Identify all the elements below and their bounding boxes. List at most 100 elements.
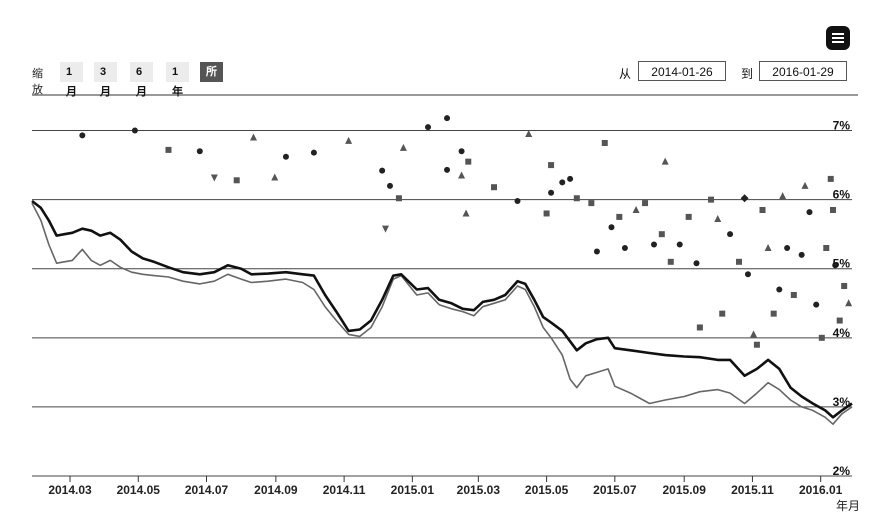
scatter-point [744, 271, 751, 278]
scatter-point [196, 148, 203, 155]
scatter-point [632, 206, 640, 213]
scatter-point [465, 158, 472, 165]
y-tick-label: 2% [833, 464, 851, 478]
scatter-point [548, 189, 555, 196]
zoom-1y-button[interactable]: 1年 [166, 62, 189, 98]
from-label: 从 [619, 67, 632, 81]
scatter-point [750, 330, 758, 338]
scatter-point [736, 258, 743, 265]
scatter-point [462, 209, 470, 217]
x-tick-label: 2014.09 [254, 483, 298, 497]
y-tick-label: 6% [833, 188, 851, 202]
scatter-point [425, 124, 432, 131]
scatter-point [727, 231, 734, 238]
x-tick-label: 2014.03 [48, 483, 92, 497]
scatter-point [444, 115, 451, 122]
y-tick-label: 7% [833, 119, 851, 133]
y-tick-label: 4% [833, 326, 851, 340]
scatter-point [753, 341, 760, 348]
scatter-point [779, 192, 787, 200]
scatter-point [382, 225, 390, 233]
scatter-point [621, 245, 628, 251]
scatter-point [806, 209, 813, 216]
scatter-point [685, 213, 692, 220]
scatter-point [667, 258, 674, 265]
scatter-point [233, 177, 240, 184]
x-tick-label: 2014.11 [323, 483, 366, 497]
scatter-point [764, 244, 772, 251]
scatter-point [386, 182, 393, 189]
scatter-point [693, 260, 700, 267]
scatter-point [740, 194, 749, 203]
scatter-point [836, 317, 843, 324]
x-tick-label: 2015.07 [593, 483, 637, 497]
scatter-point [543, 210, 550, 217]
scatter-point [165, 146, 172, 153]
scatter-point [458, 148, 465, 155]
scatter-point [131, 127, 138, 134]
series-line-thick [31, 199, 853, 419]
x-tick-label: 2015.09 [663, 483, 707, 497]
scatter-point [210, 174, 218, 182]
zoom-6m-button[interactable]: 6月 [130, 62, 153, 98]
scatter-point [399, 143, 407, 151]
x-tick-label: 2015.11 [731, 483, 774, 497]
scatter-point [818, 334, 825, 341]
scatter-point [759, 207, 766, 213]
scatter-point [458, 171, 466, 179]
x-tick-label: 2016.01 [799, 483, 843, 497]
to-label: 到 [741, 67, 754, 81]
scatter-point [593, 248, 600, 255]
scatter-point [548, 162, 555, 169]
scatter-point [832, 262, 839, 269]
scatter-point [588, 200, 595, 207]
from-date-input[interactable]: 2014-01-26 [638, 61, 726, 81]
scatter-point [841, 283, 848, 289]
scatter-point [813, 301, 820, 308]
scatter-point [845, 299, 853, 307]
scatter-point [661, 157, 669, 165]
scatter-point [770, 310, 777, 317]
grid-lines [32, 130, 852, 477]
scatter-point [310, 149, 317, 156]
scatter-point [395, 195, 402, 202]
scatter-point [608, 224, 615, 231]
scatter-point [829, 207, 836, 213]
scatter-point [776, 286, 783, 293]
series-lines [31, 199, 853, 426]
scatter-point [642, 200, 649, 207]
scatter-point [801, 181, 809, 189]
x-tick-label: 2014.05 [117, 483, 161, 497]
scatter-point [784, 245, 791, 251]
series-line-gray [31, 202, 853, 426]
scatter-point [650, 241, 657, 248]
scatter-point [567, 175, 574, 182]
to-date-input[interactable]: 2016-01-29 [759, 61, 847, 81]
x-axis: 2014.03 2014.05 2014.07 2014.09 2014.11 2015.… [48, 476, 843, 497]
scatter-point [719, 310, 726, 317]
scatter-point [676, 241, 683, 248]
scatter-point [345, 136, 353, 144]
scatter-point [714, 214, 722, 222]
scatter-point [827, 175, 834, 182]
scatter-point [823, 245, 830, 251]
scatter-point [798, 251, 805, 258]
scatter-point [491, 184, 498, 191]
scatter-point [250, 133, 258, 141]
scatter-point [559, 179, 566, 186]
scatter-point [658, 231, 665, 238]
menu-button[interactable] [826, 26, 850, 50]
scatter-point [444, 166, 451, 173]
x-tick-label: 2015.01 [391, 483, 435, 497]
x-tick-label: 2015.05 [525, 483, 569, 497]
zoom-3m-button[interactable]: 3月 [94, 62, 117, 98]
y-tick-label: 5% [833, 257, 851, 271]
zoom-all-button[interactable]: 所有 [200, 62, 223, 98]
scatter-point [79, 132, 86, 139]
zoom-1m-button[interactable]: 1月 [60, 62, 83, 98]
scatter-point [601, 139, 608, 146]
scatter-point [573, 195, 580, 202]
scatter-point [525, 130, 533, 137]
scatter-point [708, 196, 715, 203]
y-axis-labels: 2% 3% 4% 5% 6% 7% [833, 119, 851, 478]
